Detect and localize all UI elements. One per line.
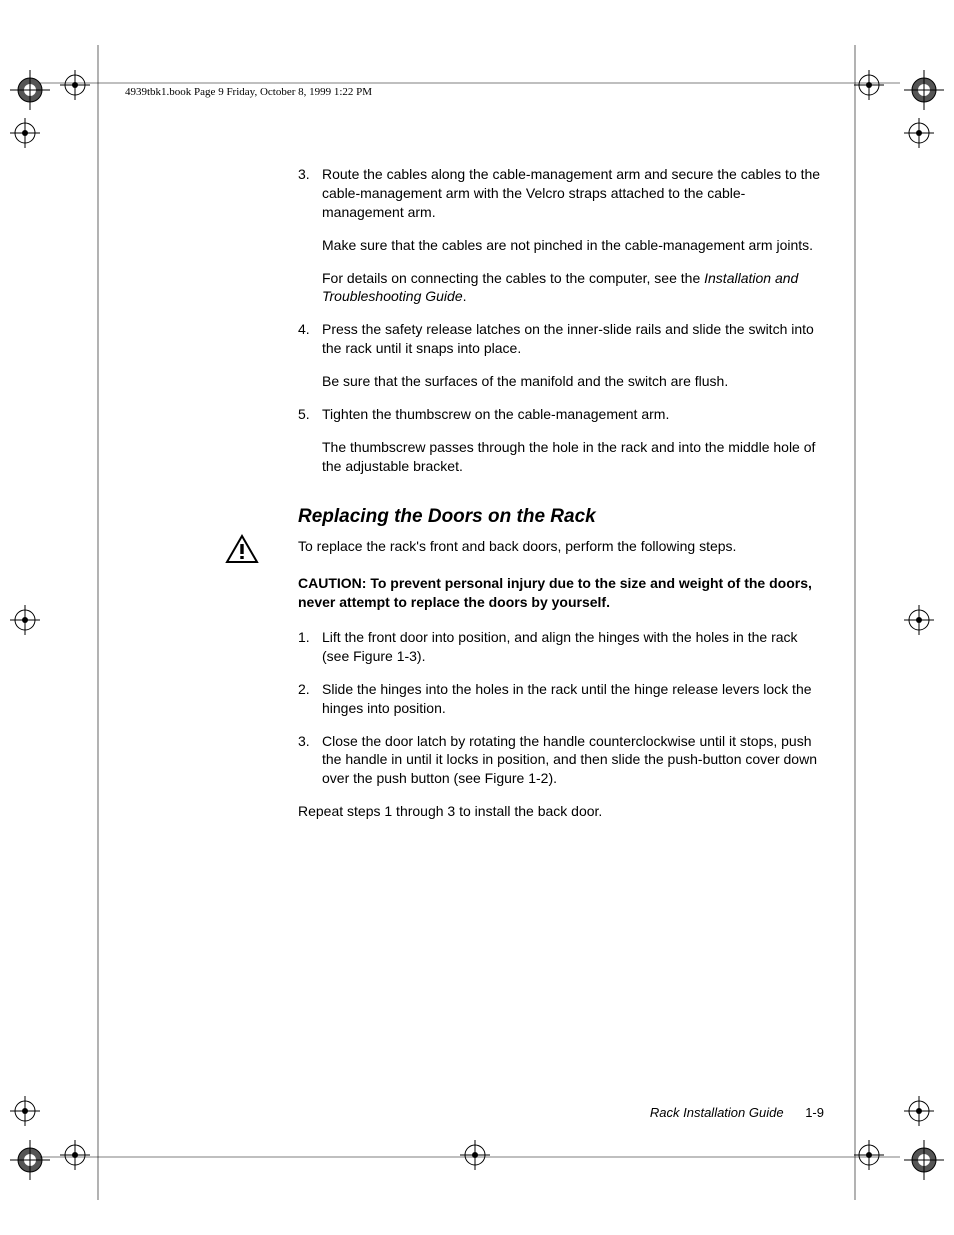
item-number: 3. bbox=[298, 732, 322, 789]
page-footer: Rack Installation Guide 1-9 bbox=[650, 1105, 824, 1120]
page-number: 1-9 bbox=[805, 1105, 824, 1120]
paragraph: The thumbscrew passes through the hole i… bbox=[322, 438, 823, 476]
footer-title: Rack Installation Guide bbox=[650, 1105, 784, 1120]
caution-text: CAUTION: To prevent personal injury due … bbox=[298, 574, 823, 612]
paragraph: Tighten the thumbscrew on the cable-mana… bbox=[322, 405, 823, 424]
item-number: 5. bbox=[298, 405, 322, 476]
section-heading: Replacing the Doors on the Rack bbox=[298, 504, 823, 530]
paragraph: Press the safety release latches on the … bbox=[322, 320, 823, 358]
item-number: 3. bbox=[298, 165, 322, 306]
paragraph: Close the door latch by rotating the han… bbox=[322, 732, 823, 789]
page: 4939tbk1.book Page 9 Friday, October 8, … bbox=[0, 0, 954, 1235]
paragraph: Route the cables along the cable-managem… bbox=[322, 165, 823, 222]
list-item: 2. Slide the hinges into the holes in th… bbox=[298, 680, 823, 718]
paragraph: Repeat steps 1 through 3 to install the … bbox=[298, 802, 823, 821]
paragraph: For details on connecting the cables to … bbox=[322, 269, 823, 307]
paragraph: Make sure that the cables are not pinche… bbox=[322, 236, 823, 255]
paragraph: Be sure that the surfaces of the manifol… bbox=[322, 372, 823, 391]
paragraph: To replace the rack's front and back doo… bbox=[298, 537, 823, 556]
item-number: 2. bbox=[298, 680, 322, 718]
paragraph: Lift the front door into position, and a… bbox=[322, 628, 823, 666]
list-item: 3. Close the door latch by rotating the … bbox=[298, 732, 823, 789]
body-content: 3. Route the cables along the cable-mana… bbox=[298, 165, 823, 821]
list-item: 1. Lift the front door into position, an… bbox=[298, 628, 823, 666]
list-item: 3. Route the cables along the cable-mana… bbox=[298, 165, 823, 306]
caution-icon bbox=[225, 534, 259, 569]
item-number: 4. bbox=[298, 320, 322, 391]
list-item: 5. Tighten the thumbscrew on the cable-m… bbox=[298, 405, 823, 476]
paragraph: Slide the hinges into the holes in the r… bbox=[322, 680, 823, 718]
list-item: 4. Press the safety release latches on t… bbox=[298, 320, 823, 391]
item-number: 1. bbox=[298, 628, 322, 666]
